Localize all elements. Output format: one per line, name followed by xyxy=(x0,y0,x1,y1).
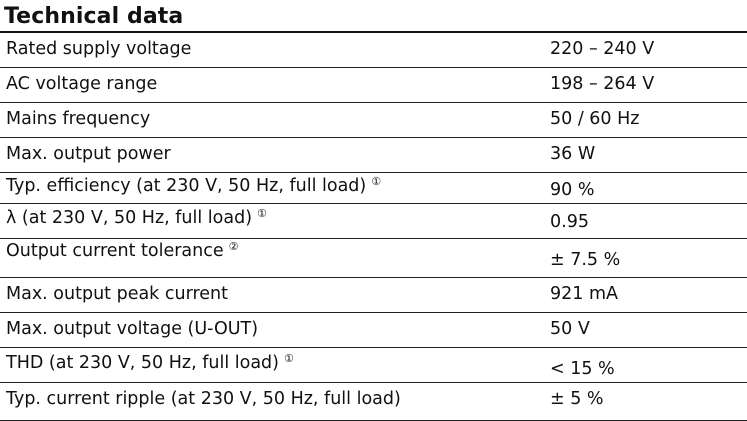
table-row-typ-current-ripple: Typ. current ripple (at 230 V, 50 Hz, fu… xyxy=(0,383,747,421)
row-label-text: THD (at 230 V, 50 Hz, full load) xyxy=(6,353,279,373)
row-label: AC voltage range xyxy=(6,74,158,94)
row-value: 220 – 240 V xyxy=(550,39,655,59)
row-label: λ (at 230 V, 50 Hz, full load) ① xyxy=(6,207,267,228)
row-label: Rated supply voltage xyxy=(6,39,192,59)
section-title: Technical data xyxy=(4,4,184,29)
row-label: Mains frequency xyxy=(6,109,151,129)
footnote-marker: ② xyxy=(228,240,239,253)
row-label-text: λ (at 230 V, 50 Hz, full load) xyxy=(6,208,253,228)
table-row-mains-frequency: Mains frequency 50 / 60 Hz xyxy=(0,103,747,138)
table-row-max-output-voltage: Max. output voltage (U-OUT) 50 V xyxy=(0,313,747,348)
footnote-marker: ① xyxy=(284,352,294,365)
row-value: 90 % xyxy=(550,180,595,200)
row-label-text: Typ. efficiency (at 230 V, 50 Hz, full l… xyxy=(6,176,367,196)
table-row-ac-voltage-range: AC voltage range 198 – 264 V xyxy=(0,68,747,103)
table-row-thd: THD (at 230 V, 50 Hz, full load) ① < 15 % xyxy=(0,348,747,383)
row-label: Typ. current ripple (at 230 V, 50 Hz, fu… xyxy=(6,389,401,409)
table-row-typ-efficiency: Typ. efficiency (at 230 V, 50 Hz, full l… xyxy=(0,173,747,204)
table-row-output-current-tolerance: Output current tolerance ② ± 7.5 % xyxy=(0,239,747,278)
row-value: 921 mA xyxy=(550,284,618,304)
row-value: ± 5 % xyxy=(550,389,604,409)
row-value: 50 / 60 Hz xyxy=(550,109,640,129)
table-row-max-output-peak-current: Max. output peak current 921 mA xyxy=(0,278,747,313)
row-value: 36 W xyxy=(550,144,596,164)
technical-data-table: Rated supply voltage 220 – 240 V AC volt… xyxy=(0,33,747,421)
row-label: Output current tolerance ② xyxy=(6,240,239,261)
row-label: THD (at 230 V, 50 Hz, full load) ① xyxy=(6,352,294,373)
row-value: ± 7.5 % xyxy=(550,250,621,270)
row-value: 198 – 264 V xyxy=(550,74,655,94)
table-row-power-factor: λ (at 230 V, 50 Hz, full load) ① 0.95 xyxy=(0,204,747,239)
row-value: 50 V xyxy=(550,319,590,339)
row-value: < 15 % xyxy=(550,359,615,379)
row-label-text: Output current tolerance xyxy=(6,241,224,261)
table-row-rated-supply-voltage: Rated supply voltage 220 – 240 V xyxy=(0,33,747,68)
footnote-marker: ① xyxy=(371,175,382,188)
table-row-max-output-power: Max. output power 36 W xyxy=(0,138,747,173)
row-label: Max. output voltage (U-OUT) xyxy=(6,319,259,339)
row-label: Typ. efficiency (at 230 V, 50 Hz, full l… xyxy=(6,175,381,196)
row-label: Max. output peak current xyxy=(6,284,229,304)
row-label: Max. output power xyxy=(6,144,171,164)
footnote-marker: ① xyxy=(257,207,267,220)
title-divider xyxy=(0,31,747,33)
row-value: 0.95 xyxy=(550,212,589,232)
